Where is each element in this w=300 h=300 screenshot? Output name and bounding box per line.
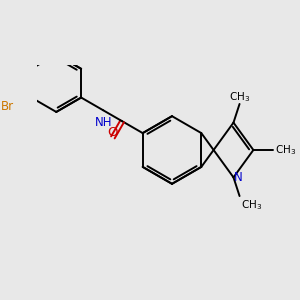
Text: CH$_3$: CH$_3$ xyxy=(275,143,296,157)
Text: CH$_3$: CH$_3$ xyxy=(241,198,262,212)
Text: O: O xyxy=(108,127,118,140)
Text: Br: Br xyxy=(1,100,14,112)
Text: NH: NH xyxy=(94,116,112,129)
Text: N: N xyxy=(233,171,242,184)
Text: CH$_3$: CH$_3$ xyxy=(229,90,250,104)
